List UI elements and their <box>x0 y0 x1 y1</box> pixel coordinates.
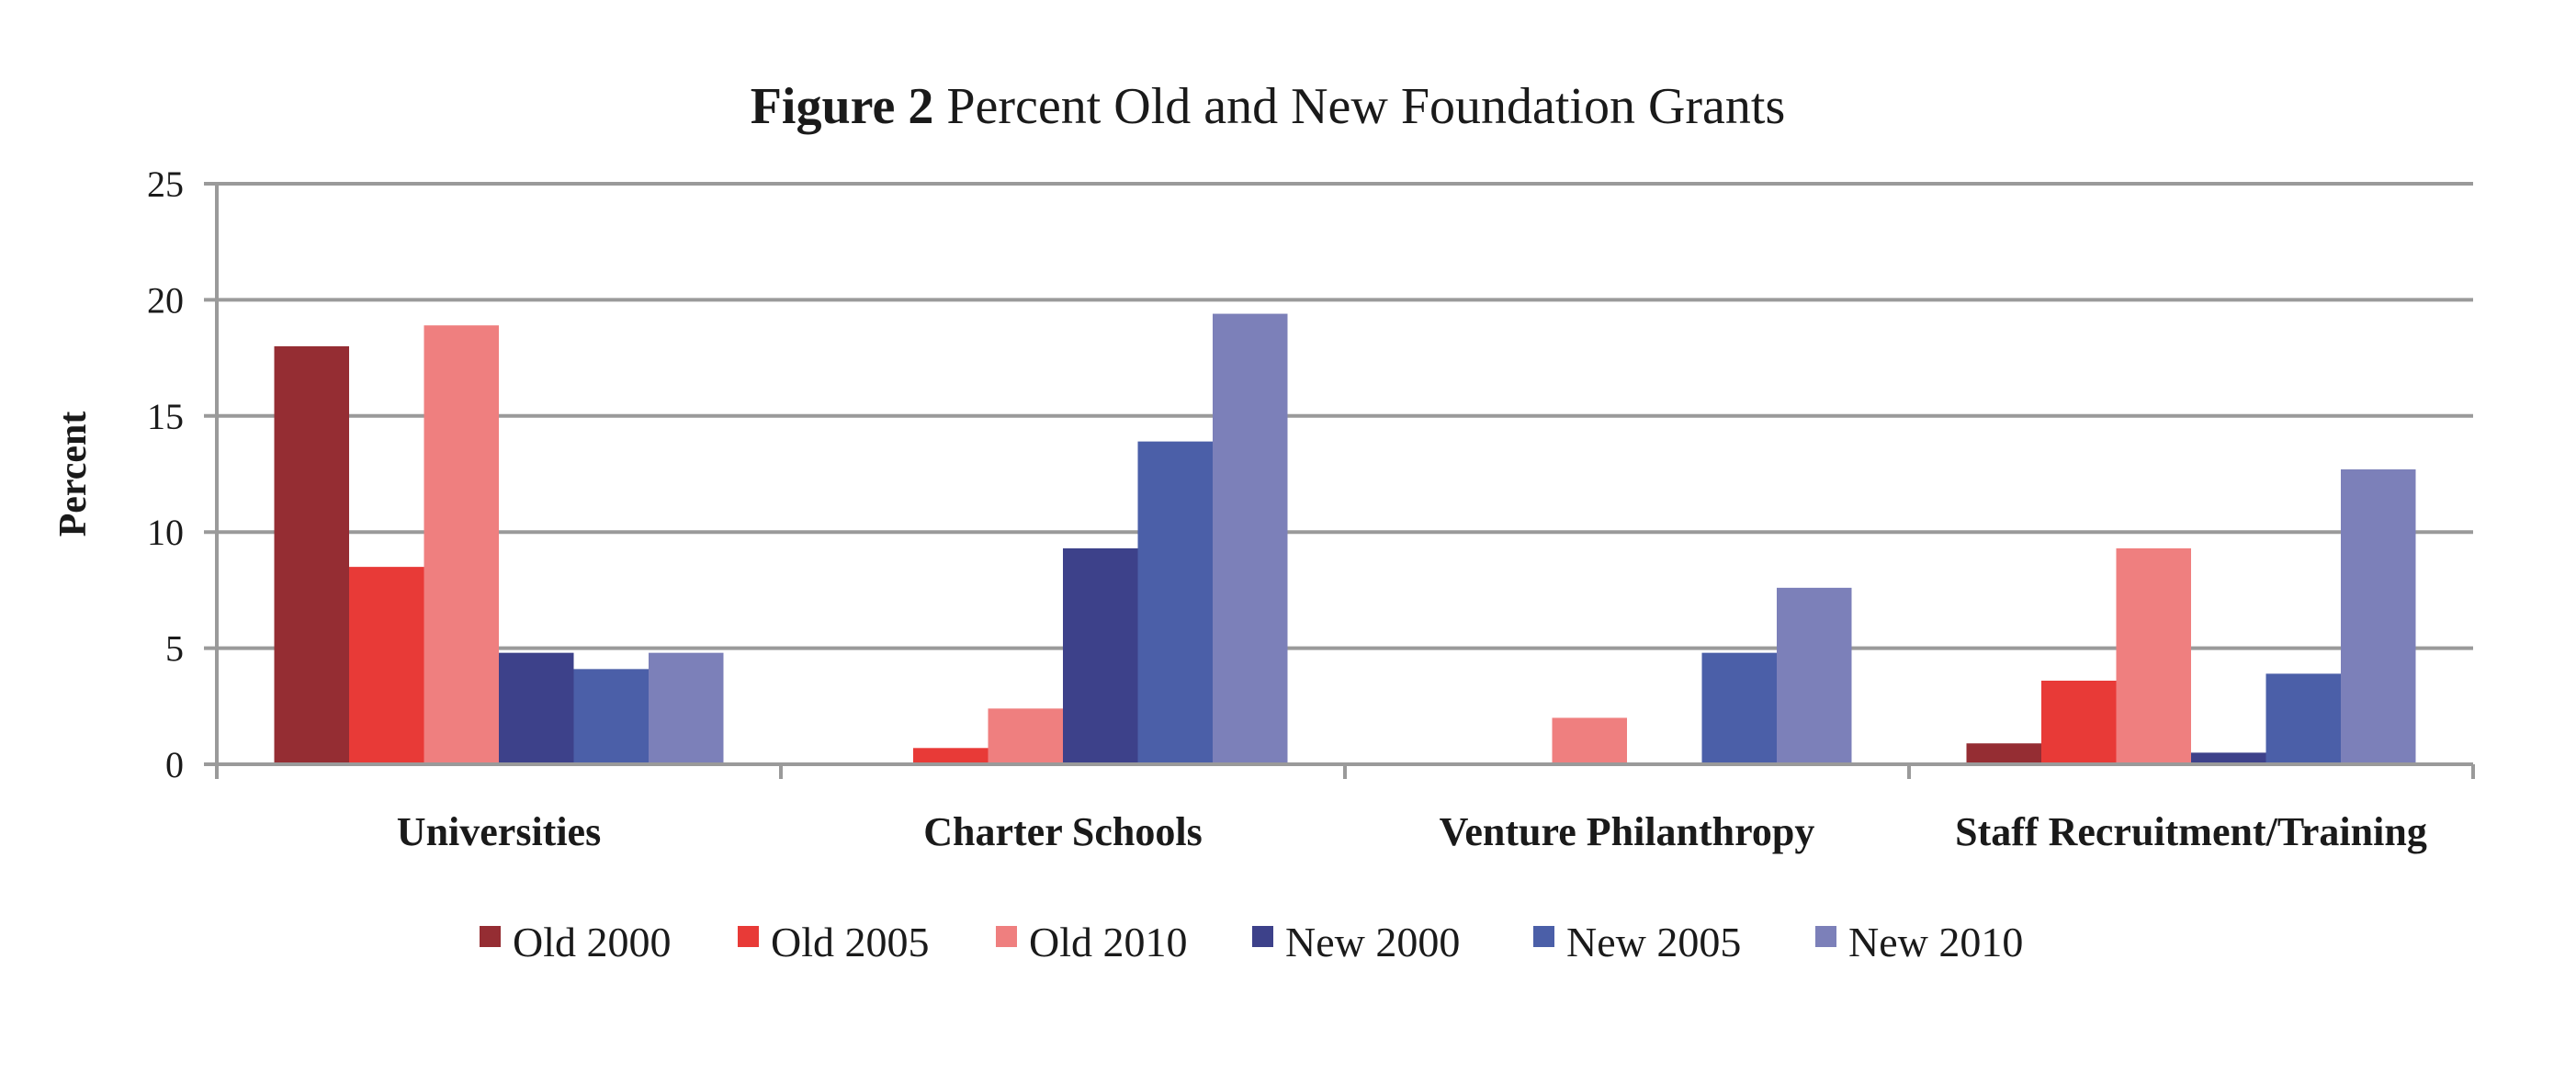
legend-swatch <box>1252 926 1273 947</box>
bar-new-2005 <box>2265 673 2341 764</box>
bar-new-2005 <box>1701 652 1777 764</box>
bar-new-2000 <box>2191 752 2266 764</box>
bars <box>274 313 2416 764</box>
y-tick-label: 10 <box>147 512 184 553</box>
legend-item: New 2010 <box>1815 919 2023 965</box>
legend-item: New 2000 <box>1252 919 1460 965</box>
legend-swatch <box>996 926 1017 947</box>
legend: Old 2000 Old 2005 Old 2010 New 2000 New 2005… <box>480 919 2023 965</box>
y-tick-label: 5 <box>165 628 184 670</box>
bar-old-2010 <box>424 325 499 764</box>
legend-label: New 2010 <box>1848 919 2023 965</box>
y-tick-labels: 0 5 10 15 20 25 <box>147 164 184 785</box>
bar-new-2010 <box>1213 313 1288 764</box>
y-tick-label: 0 <box>165 744 184 785</box>
bar-old-2005 <box>349 567 424 764</box>
legend-label: New 2000 <box>1285 919 1460 965</box>
axes <box>204 184 2475 779</box>
bar-new-2005 <box>1137 441 1213 764</box>
bar-old-2005 <box>2041 680 2117 764</box>
bar-old-2010 <box>2116 547 2191 764</box>
legend-label: Old 2010 <box>1029 919 1188 965</box>
legend-label: Old 2005 <box>771 919 930 965</box>
y-tick-label: 20 <box>147 279 184 321</box>
bar-new-2000 <box>1063 547 1138 764</box>
bar-new-2005 <box>573 669 649 764</box>
legend-swatch <box>738 926 759 947</box>
legend-item: New 2005 <box>1533 919 1741 965</box>
legend-swatch <box>1815 926 1836 947</box>
chart-title: Figure 2 Percent Old and New Foundation … <box>751 78 1786 135</box>
category-label: Venture Philanthropy <box>1440 809 1815 854</box>
y-tick-label: 25 <box>147 164 184 205</box>
legend-item: Old 2005 <box>738 919 930 965</box>
bar-new-2010 <box>649 652 724 764</box>
y-axis-label: Percent <box>52 412 95 537</box>
bar-old-2005 <box>913 748 989 764</box>
bar-new-2010 <box>1777 587 1852 764</box>
bar-new-2010 <box>2341 468 2416 764</box>
bar-old-2010 <box>1552 717 1627 764</box>
category-label: Staff Recruitment/Training <box>1955 809 2427 854</box>
category-label: Charter Schools <box>923 809 1203 854</box>
y-tick-label: 15 <box>147 396 184 437</box>
bar-old-2010 <box>988 708 1063 764</box>
gridlines <box>204 182 2473 650</box>
chart-title-text: Percent Old and New Foundation Grants <box>946 78 1785 135</box>
category-labels: Universities Charter Schools Venture Phila… <box>397 809 2427 854</box>
category-label: Universities <box>397 809 601 854</box>
legend-swatch <box>480 926 501 947</box>
legend-item: Old 2000 <box>480 919 672 965</box>
bar-old-2000 <box>274 345 349 764</box>
chart-title-prefix: Figure 2 <box>751 78 934 135</box>
bar-new-2000 <box>499 652 574 764</box>
legend-item: Old 2010 <box>996 919 1188 965</box>
bar-old-2000 <box>1966 743 2041 764</box>
legend-label: New 2005 <box>1566 919 1741 965</box>
legend-swatch <box>1533 926 1554 947</box>
legend-label: Old 2000 <box>513 919 672 965</box>
